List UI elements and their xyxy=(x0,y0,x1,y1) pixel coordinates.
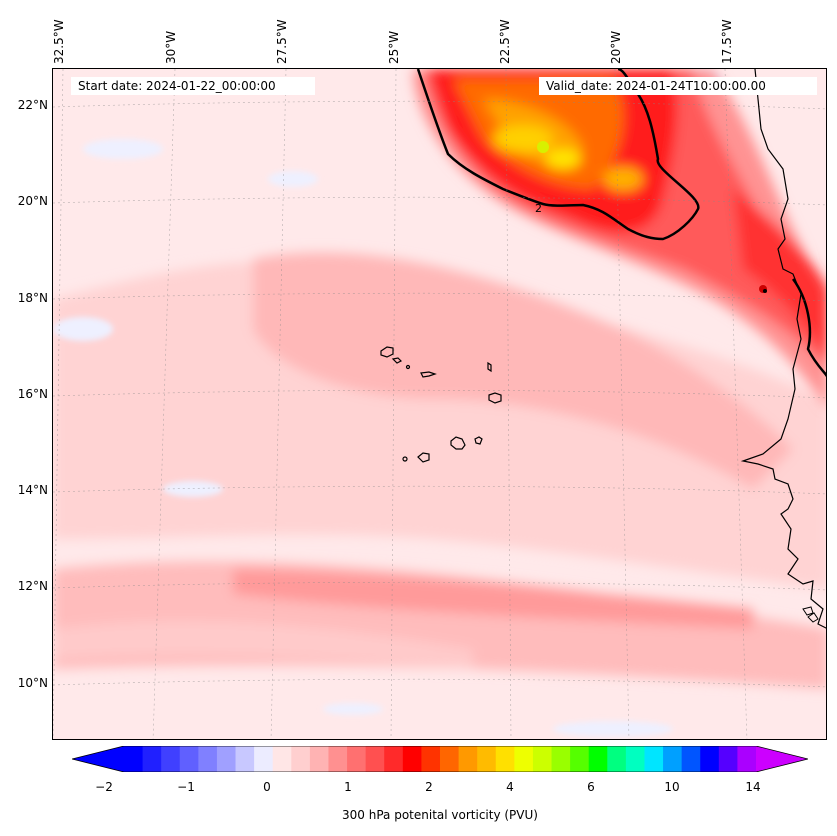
colorbar-swatch xyxy=(309,746,329,772)
colorbar-swatch xyxy=(291,746,311,772)
colorbar-swatch xyxy=(532,746,553,772)
lat-label-22n: 22°N xyxy=(17,98,48,112)
cb-tick-10: 10 xyxy=(664,780,680,794)
colorbar-swatch xyxy=(477,746,497,772)
colorbar-swatch xyxy=(663,746,683,772)
lat-label-18n: 18°N xyxy=(17,291,48,305)
colorbar-swatch xyxy=(495,746,515,772)
colorbar-swatch xyxy=(681,746,701,772)
cape-verde-islands xyxy=(380,346,502,463)
africa-coastline xyxy=(740,69,826,629)
colorbar-swatch xyxy=(124,746,144,772)
colorbar-extend-high xyxy=(756,746,808,772)
colorbar-swatch xyxy=(440,746,460,772)
colorbar-swatch xyxy=(365,746,385,772)
colorbar-swatch xyxy=(551,746,571,772)
pv-field: 2 xyxy=(53,69,826,739)
start-date-banner: Start date: 2024-01-22_00:00:00 xyxy=(71,77,315,95)
colorbar-swatch xyxy=(570,746,590,772)
contour-label: 2 xyxy=(535,202,542,215)
lat-label-14n: 14°N xyxy=(17,483,48,497)
cb-tick-4: 4 xyxy=(506,780,514,794)
colorbar-swatch xyxy=(272,746,292,772)
colorbar-swatch xyxy=(384,746,404,772)
colorbar-swatch xyxy=(235,746,255,772)
colorbar-swatch xyxy=(254,746,274,772)
colorbar-swatch xyxy=(458,746,478,772)
colorbar-swatch xyxy=(198,746,218,772)
colorbar-swatch xyxy=(142,746,162,772)
lon-label-20w: 20°W xyxy=(609,30,623,64)
cb-tick-2: 2 xyxy=(425,780,433,794)
colorbar-swatch xyxy=(700,746,720,772)
lat-label-12n: 12°N xyxy=(17,579,48,593)
colorbar-swatch xyxy=(347,746,367,772)
colorbar-swatch xyxy=(179,746,199,772)
colorbar xyxy=(72,746,808,772)
cb-tick-14: 14 xyxy=(745,780,761,794)
lon-label-30w: 30°W xyxy=(164,30,178,64)
cb-tick-minus2: −2 xyxy=(95,780,113,794)
cb-tick-1: 1 xyxy=(344,780,352,794)
colorbar-swatch xyxy=(161,746,181,772)
colorbar-swatch xyxy=(737,746,757,772)
colorbar-swatch xyxy=(625,746,645,772)
cb-tick-0: 0 xyxy=(263,780,271,794)
lat-label-10n: 10°N xyxy=(17,676,48,690)
lon-label-25w: 25°W xyxy=(387,30,401,64)
colorbar-swatch xyxy=(421,746,441,772)
colorbar-swatch xyxy=(514,746,534,772)
colorbar-swatch xyxy=(216,746,237,772)
cb-tick-minus1: −1 xyxy=(177,780,195,794)
lat-label-20n: 20°N xyxy=(17,194,48,208)
colorbar-swatch xyxy=(607,746,627,772)
lon-label-17-5w: 17.5°W xyxy=(720,19,734,64)
valid-date-banner: Valid_date: 2024-01-24T10:00:00.00 xyxy=(539,77,817,95)
lon-label-27-5w: 27.5°W xyxy=(275,19,289,64)
lon-label-22-5w: 22.5°W xyxy=(498,19,512,64)
pv-map-panel: 2 Start date: 2024 xyxy=(52,68,827,740)
colorbar-swatch xyxy=(644,746,664,772)
colorbar-label: 300 hPa potenital vorticity (PVU) xyxy=(342,808,538,822)
pv-2-contour xyxy=(416,69,700,241)
colorbar-extend-low xyxy=(72,746,124,772)
colorbar-swatch xyxy=(402,746,422,772)
colorbar-swatch xyxy=(718,746,738,772)
colorbar-swatch xyxy=(588,746,608,772)
lon-label-32-5w: 32.5°W xyxy=(52,19,66,64)
lat-label-16n: 16°N xyxy=(17,387,48,401)
cb-tick-6: 6 xyxy=(587,780,595,794)
colorbar-swatch xyxy=(328,746,348,772)
